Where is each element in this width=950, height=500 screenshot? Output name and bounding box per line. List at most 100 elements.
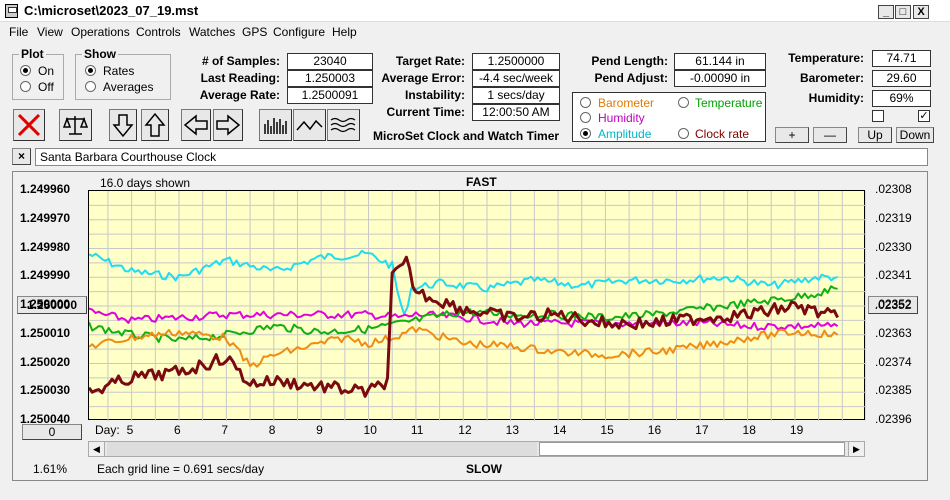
description-clear-button[interactable]: × [12,148,31,165]
sensor-temperature-radio[interactable] [678,97,689,108]
sensor-barometer-radio[interactable] [580,97,591,108]
x-tick: 10 [363,423,377,437]
app-caption: MicroSet Clock and Watch Timer [373,129,560,143]
scroll-thumb[interactable] [539,442,845,456]
plot-off-label: Off [38,80,54,94]
last-reading-value: 1.250003 [287,70,373,87]
y-tick-left: 1.250020 [20,354,71,369]
plot-on-radio[interactable] [20,65,31,76]
temperature-label: Temperature: [788,51,864,65]
scroll-right-icon[interactable]: ▶ [848,442,864,456]
close-button[interactable]: X [913,5,929,19]
sensor-amplitude-radio[interactable] [580,128,591,139]
show-averages-radio[interactable] [85,81,96,92]
x-tick: 12 [458,423,472,437]
up-button[interactable]: Up [858,127,892,143]
x-tick: 6 [174,423,181,437]
y-tick-left: 1.250000 [20,297,71,311]
clear-button[interactable] [13,109,45,141]
days-shown-label: 16.0 days shown [100,176,191,190]
minus-button[interactable]: — [813,127,847,143]
y-tick-right: .02319 [875,210,912,225]
series-humidity [88,307,839,331]
menu-controls[interactable]: Controls [136,25,181,39]
x-tick: 9 [316,423,323,437]
line-plot-button[interactable] [293,109,326,141]
day-axis-label: Day: [95,423,120,437]
balance-button[interactable] [59,109,92,141]
humidity-checkbox-2[interactable]: ✓ [918,110,930,122]
avg-error-value: -4.4 sec/week [472,70,560,87]
x-tick: 11 [410,423,424,437]
maximize-button[interactable]: □ [895,5,911,19]
histogram-button[interactable] [259,109,292,141]
show-rates-radio[interactable] [85,65,96,76]
sensor-barometer-label: Barometer [598,96,655,110]
scroll-left-icon[interactable]: ◀ [89,442,105,456]
samples-label: # of Samples: [201,54,280,68]
y-tick-right: .02341 [875,268,912,283]
sensor-selector [572,92,766,142]
menu-operations[interactable]: Operations [71,25,130,39]
sensor-humidity-radio[interactable] [580,112,591,123]
menu-gps[interactable]: GPS [242,25,268,39]
description-input[interactable]: Santa Barbara Courthouse Clock [35,148,928,166]
arrow-right-icon [216,114,241,136]
avg-rate-label: Average Rate: [199,88,280,102]
x-tick: 13 [505,423,520,437]
samples-value: 23040 [287,53,373,70]
y-tick-left: 1.250030 [20,383,71,398]
humidity-checkbox-1[interactable] [872,110,884,122]
menu-view[interactable]: View [37,25,63,39]
wavy-lines-icon [330,117,356,133]
pend-adjust-value: -0.00090 in [674,70,766,87]
sensor-clockrate-radio[interactable] [678,128,689,139]
menu-file[interactable]: File [9,25,29,39]
plot-on-label: On [38,64,55,78]
show-group-label: Show [82,47,118,61]
x-tick: 5 [126,423,134,437]
scroll-track[interactable] [107,442,537,456]
avg-rate-value: 1.2500091 [287,87,373,104]
y-tick-right: .02374 [875,354,912,369]
close-red-x-icon [17,113,41,137]
grid-note: Each grid line = 0.691 secs/day [97,462,265,476]
arrow-up-icon [144,112,166,137]
wave-line-icon [296,119,323,131]
pend-length-value: 61.144 in [674,53,766,70]
barometer-value: 29.60 [872,70,931,87]
right-arrow-button[interactable] [213,109,243,141]
sensor-clockrate-label: Clock rate [695,127,750,141]
y-tick-left: 1.250040 [20,412,71,426]
plus-button[interactable]: + [775,127,809,143]
series-clock-rate [87,255,839,398]
last-reading-label: Last Reading: [200,71,280,85]
app-icon [5,4,18,18]
y-tick-right: .02330 [875,239,912,254]
fast-label: FAST [466,175,497,189]
temperature-value: 74.71 [872,50,931,67]
sensor-humidity-label: Humidity [598,111,645,125]
menu-configure[interactable]: Configure [273,25,326,39]
right-value-button[interactable]: .02352 [868,296,918,314]
down-arrow-button[interactable] [109,109,137,141]
title-bar: C:\microset\2023_07_19.mst _ □ X [0,0,950,22]
multi-line-button[interactable] [327,109,360,141]
bottom-offset-button[interactable]: 0 [22,424,82,440]
left-rate-button[interactable]: 1.250000 [17,296,87,314]
menu-help[interactable]: Help [332,25,357,39]
menu-watches[interactable]: Watches [189,25,236,39]
instability-value: 1 secs/day [472,87,560,104]
left-arrow-button[interactable] [181,109,211,141]
x-tick: 7 [221,423,229,437]
up-arrow-button[interactable] [141,109,169,141]
down-button[interactable]: Down [896,127,934,143]
horizontal-scrollbar[interactable]: ◀ ▶ [88,441,865,457]
y-tick-right: .02352 [875,297,912,311]
plot-off-radio[interactable] [20,81,31,92]
y-tick-left: 1.249970 [20,210,71,225]
instability-label: Instability: [404,88,465,102]
show-group: Show [75,47,171,100]
minimize-button[interactable]: _ [878,5,894,19]
y-tick-left: 1.249960 [20,182,71,196]
